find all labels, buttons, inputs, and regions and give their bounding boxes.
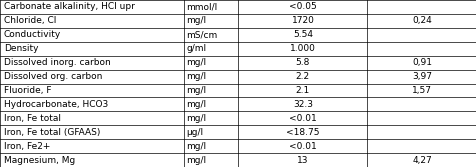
Text: mg/l: mg/l xyxy=(186,114,206,123)
Text: g/ml: g/ml xyxy=(186,44,206,53)
Text: Iron, Fe2+: Iron, Fe2+ xyxy=(4,142,50,151)
Text: Hydrocarbonate, HCO3: Hydrocarbonate, HCO3 xyxy=(4,100,108,109)
Text: Conductivity: Conductivity xyxy=(4,30,61,39)
Text: mg/l: mg/l xyxy=(186,86,206,95)
Text: <0.01: <0.01 xyxy=(288,142,316,151)
Text: <0.01: <0.01 xyxy=(288,114,316,123)
Text: mg/l: mg/l xyxy=(186,16,206,25)
Text: Magnesium, Mg: Magnesium, Mg xyxy=(4,155,75,164)
Text: 2.2: 2.2 xyxy=(295,72,309,81)
Text: mg/l: mg/l xyxy=(186,72,206,81)
Text: mS/cm: mS/cm xyxy=(186,30,217,39)
Text: Dissolved inorg. carbon: Dissolved inorg. carbon xyxy=(4,58,110,67)
Text: mg/l: mg/l xyxy=(186,100,206,109)
Text: 0,24: 0,24 xyxy=(411,16,431,25)
Text: Density: Density xyxy=(4,44,38,53)
Text: 3,97: 3,97 xyxy=(411,72,431,81)
Text: mg/l: mg/l xyxy=(186,58,206,67)
Text: Carbonate alkalinity, HCl upr: Carbonate alkalinity, HCl upr xyxy=(4,3,134,12)
Text: 1720: 1720 xyxy=(291,16,314,25)
Text: Iron, Fe total (GFAAS): Iron, Fe total (GFAAS) xyxy=(4,128,100,137)
Text: 5.8: 5.8 xyxy=(295,58,309,67)
Text: <0.05: <0.05 xyxy=(288,3,316,12)
Text: mg/l: mg/l xyxy=(186,155,206,164)
Text: 4,27: 4,27 xyxy=(411,155,431,164)
Text: Chloride, Cl: Chloride, Cl xyxy=(4,16,56,25)
Text: Fluoride, F: Fluoride, F xyxy=(4,86,51,95)
Text: 1.000: 1.000 xyxy=(289,44,315,53)
Text: mmol/l: mmol/l xyxy=(186,3,217,12)
Text: Iron, Fe total: Iron, Fe total xyxy=(4,114,60,123)
Text: 0,91: 0,91 xyxy=(411,58,431,67)
Text: 5.54: 5.54 xyxy=(292,30,312,39)
Text: 13: 13 xyxy=(297,155,308,164)
Text: <18.75: <18.75 xyxy=(286,128,319,137)
Text: μg/l: μg/l xyxy=(186,128,203,137)
Text: mg/l: mg/l xyxy=(186,142,206,151)
Text: Dissolved org. carbon: Dissolved org. carbon xyxy=(4,72,102,81)
Text: 2.1: 2.1 xyxy=(295,86,309,95)
Text: 1,57: 1,57 xyxy=(411,86,431,95)
Text: 32.3: 32.3 xyxy=(292,100,312,109)
